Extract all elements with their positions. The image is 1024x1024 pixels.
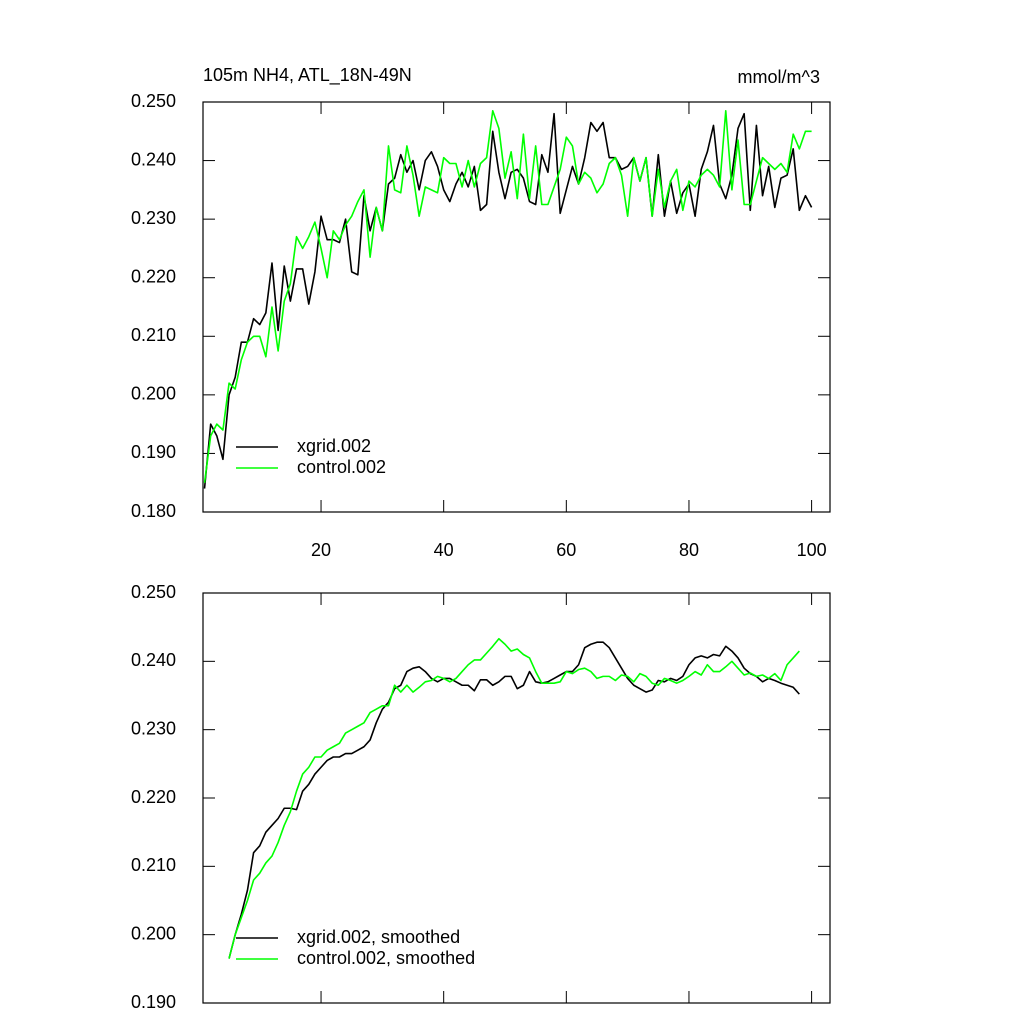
y-tick-label: 0.220 [131,266,176,286]
y-tick-label: 0.190 [131,442,176,462]
y-tick-label: 0.200 [131,923,176,943]
series-line [228,637,800,959]
legend-label: xgrid.002 [297,436,371,456]
y-tick-label: 0.250 [131,91,176,111]
y-tick-label: 0.230 [131,208,176,228]
y-tick-label: 0.210 [131,325,176,345]
series-line [228,641,800,959]
x-tick-label: 40 [434,540,454,560]
x-tick-label: 20 [311,540,331,560]
legend-label: control.002 [297,457,386,477]
y-tick-label: 0.220 [131,787,176,807]
x-tick-label: 60 [556,540,576,560]
y-tick-label: 0.240 [131,149,176,169]
x-tick-label: 80 [679,540,699,560]
units-label: mmol/m^3 [738,67,820,87]
legend-label: control.002, smoothed [297,948,475,968]
y-tick-label: 0.240 [131,650,176,670]
y-tick-label: 0.230 [131,718,176,738]
chart-title: 105m NH4, ATL_18N-49N [203,65,412,86]
y-tick-label: 0.210 [131,855,176,875]
x-tick-label: 100 [797,540,827,560]
y-tick-label: 0.250 [131,582,176,602]
legend-label: xgrid.002, smoothed [297,927,460,947]
y-tick-label: 0.180 [131,501,176,521]
y-tick-label: 0.200 [131,384,176,404]
series-line [203,112,813,489]
series-line [203,109,812,483]
y-tick-label: 0.190 [131,992,176,1012]
plot-frame [202,101,831,513]
